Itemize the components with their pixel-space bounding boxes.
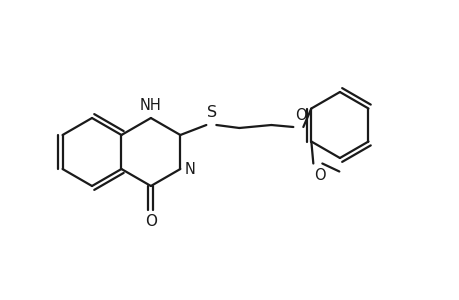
Text: NH: NH bbox=[140, 98, 162, 113]
Text: S: S bbox=[207, 105, 217, 120]
Text: O: O bbox=[313, 167, 325, 182]
Text: O: O bbox=[145, 214, 157, 229]
Text: O: O bbox=[295, 108, 306, 123]
Text: N: N bbox=[184, 161, 195, 176]
